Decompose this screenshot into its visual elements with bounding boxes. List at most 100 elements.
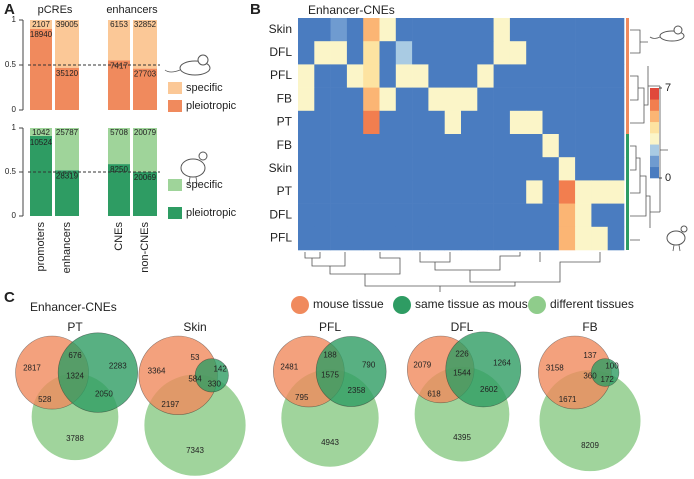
- heatmap-cell: [575, 64, 592, 88]
- venn-count: 795: [295, 393, 309, 402]
- bar-segment: [30, 135, 52, 216]
- colorbar-step: [650, 110, 659, 123]
- heatmap-cell: [444, 110, 462, 135]
- heatmap-cell: [526, 110, 543, 135]
- colorbar-step: [650, 155, 659, 168]
- venn-diagram-title: PT: [67, 320, 83, 334]
- venn-count: 137: [583, 351, 597, 360]
- venn-count: 226: [455, 349, 469, 358]
- colorbar-step: [650, 121, 659, 134]
- heatmap-cell: [298, 134, 315, 158]
- heatmap-cell: [346, 110, 364, 135]
- venn-count: 360: [583, 372, 597, 381]
- venn-count: 4943: [321, 438, 339, 447]
- heatmap-cell: [493, 180, 511, 204]
- heatmap-cell: [363, 18, 380, 42]
- heatmap-cell: [330, 226, 348, 251]
- count-label: 7417: [110, 62, 128, 71]
- heatmap-cell: [591, 87, 608, 112]
- heatmap-cell: [444, 203, 462, 228]
- heatmap-cell: [509, 203, 527, 228]
- heatmap-cell: [477, 110, 494, 135]
- heatmap-cell: [542, 203, 560, 228]
- heatmap-cell: [509, 226, 527, 251]
- heatmap-cell: [412, 110, 429, 135]
- venn-count: 618: [427, 390, 441, 399]
- heatmap-cell: [607, 226, 625, 251]
- heatmap-cell: [330, 87, 348, 112]
- row-label: FB: [277, 91, 292, 105]
- venn-count: 4395: [453, 433, 471, 442]
- count-label: 2107: [32, 20, 50, 29]
- bar-segment: [55, 128, 79, 171]
- heatmap-cell: [395, 41, 413, 65]
- venn-count: 3788: [66, 434, 84, 443]
- panel-label: A: [4, 1, 15, 18]
- bar-segment: [55, 20, 79, 68]
- venn-count: 172: [601, 375, 615, 384]
- venn-set: [445, 331, 522, 408]
- heatmap-cell: [493, 157, 511, 181]
- heatmap-cell: [379, 134, 397, 158]
- colorbar-step: [650, 133, 659, 145]
- heatmap-cell: [493, 18, 511, 42]
- heatmap-cell: [461, 87, 478, 112]
- legend-swatch: [168, 82, 182, 94]
- count-label: 39005: [56, 20, 79, 29]
- venn-count: 2050: [95, 390, 113, 399]
- heatmap-cell: [395, 226, 413, 251]
- heatmap-cell: [509, 64, 527, 88]
- bar-segment: [55, 67, 79, 110]
- heatmap-cell: [542, 180, 560, 204]
- heatmap-cell: [558, 180, 576, 204]
- bar-segment: [108, 164, 130, 216]
- heatmap-cell: [575, 157, 592, 181]
- heatmap-cell: [346, 180, 364, 204]
- heatmap-cell: [346, 41, 364, 65]
- heatmap-cell: [395, 110, 413, 135]
- heatmap-cell: [444, 64, 462, 88]
- heatmap-cell: [607, 180, 625, 204]
- heatmap-cell: [558, 18, 576, 42]
- heatmap-cell: [493, 134, 511, 158]
- row-dendrogram: [630, 29, 668, 241]
- venn-count: 7343: [186, 446, 204, 455]
- heatmap-cell: [363, 110, 380, 135]
- heatmap-cell: [314, 134, 331, 158]
- heatmap-cell: [346, 134, 364, 158]
- venn-count: 2817: [23, 364, 41, 373]
- heatmap-cell: [591, 64, 608, 88]
- heatmap-cell: [526, 157, 543, 181]
- heatmap-cell: [363, 157, 380, 181]
- heatmap-cell: [591, 157, 608, 181]
- heatmap-cell: [314, 41, 331, 65]
- heatmap-cell: [493, 226, 511, 251]
- heatmap-cell: [575, 134, 592, 158]
- heatmap-cell: [412, 203, 429, 228]
- heatmap-cell: [363, 180, 380, 204]
- x-tick-label: non-CNEs: [139, 222, 151, 273]
- venn-count: 790: [362, 361, 376, 370]
- heatmap-cell: [509, 18, 527, 42]
- legend-dot: [291, 296, 309, 314]
- x-tick-label: enhancers: [61, 222, 73, 274]
- row-label: PFL: [270, 231, 292, 245]
- venn-diagram-title: PFL: [319, 320, 341, 334]
- heatmap-cell: [298, 87, 315, 112]
- count-label: 27703: [134, 70, 157, 79]
- venn-count: 2358: [348, 386, 366, 395]
- heatmap-cell: [346, 226, 364, 251]
- heatmap-cell: [477, 41, 494, 65]
- heatmap-cell: [477, 87, 494, 112]
- heatmap-cell: [298, 157, 315, 181]
- heatmap-cell: [363, 64, 380, 88]
- heatmap-cell: [607, 134, 625, 158]
- bar-segment: [30, 29, 52, 110]
- heatmap-cell: [346, 87, 364, 112]
- row-label: PT: [277, 115, 293, 129]
- heatmap-cell: [591, 203, 608, 228]
- row-label: DFL: [269, 45, 292, 59]
- venn-count: 188: [323, 351, 337, 360]
- count-label: 8250: [110, 165, 128, 174]
- heatmap-cell: [526, 64, 543, 88]
